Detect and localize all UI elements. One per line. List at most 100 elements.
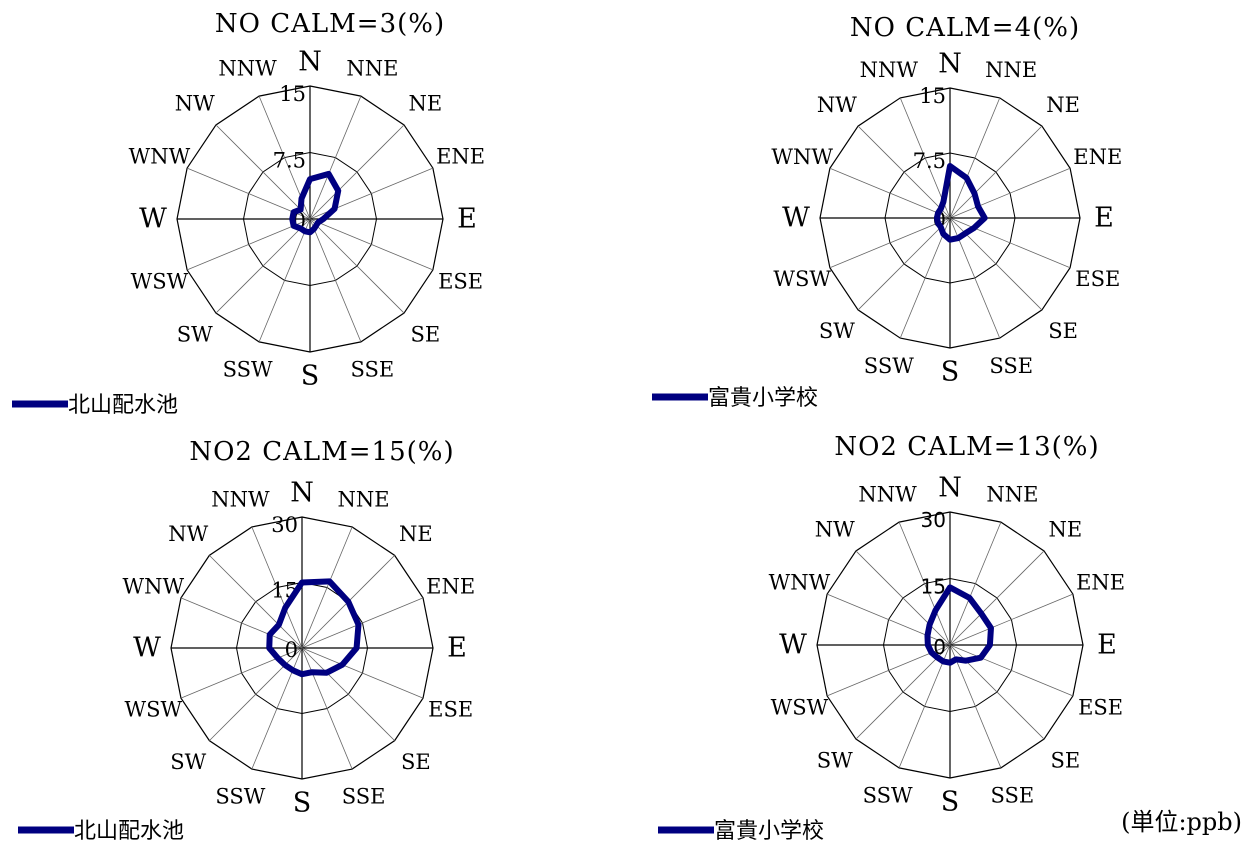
tick-label-15: 15: [921, 575, 946, 599]
direction-label-e: E: [447, 633, 467, 664]
direction-label-sse: SSE: [351, 358, 395, 382]
direction-label-ene: ENE: [1073, 145, 1122, 169]
direction-label-ne: NE: [399, 522, 433, 546]
direction-label-ssw: SSW: [863, 784, 913, 808]
spoke-nnw: [251, 526, 303, 649]
direction-label-ssw: SSW: [223, 358, 273, 382]
direction-label-wnw: WNW: [123, 574, 185, 598]
direction-label-ne: NE: [1048, 518, 1082, 542]
direction-label-s: S: [941, 357, 960, 388]
direction-label-n: N: [290, 478, 314, 509]
wind-rose-chart-3: NO2 CALM=15(%) N NNE NE ENE E ESE SE SSE S SSW SW WS…: [18, 437, 475, 844]
tick-label-15: 15: [279, 82, 306, 106]
direction-label-nnw: NNW: [211, 487, 270, 511]
direction-label-nnw: NNW: [860, 58, 919, 82]
direction-label-w: W: [139, 204, 167, 235]
direction-label-nne: NNE: [986, 482, 1038, 506]
direction-label-n: N: [938, 473, 962, 504]
direction-label-nne: NNE: [338, 487, 390, 511]
wind-rose-chart-1: NO CALM=3(%) N NNE NE ENE E ESE SE SSE S SSW SW WSW W…: [12, 9, 485, 418]
chart-title: NO CALM=4(%): [850, 13, 1080, 43]
chart-title: NO2 CALM=15(%): [189, 437, 454, 467]
direction-label-se: SE: [410, 322, 440, 346]
direction-label-s: S: [941, 787, 960, 818]
spoke-ene: [949, 167, 1071, 219]
spoke-ese: [949, 217, 1071, 269]
direction-label-e: E: [1097, 630, 1117, 661]
direction-label-ene: ENE: [1076, 571, 1125, 595]
tick-label-30: 30: [921, 508, 946, 532]
legend-label: 富貴小学校: [708, 386, 818, 411]
spoke-wsw: [186, 218, 311, 271]
spoke-sw: [215, 218, 311, 314]
direction-label-n: N: [938, 49, 962, 80]
series-line: [266, 578, 362, 678]
spoke-nne: [309, 95, 362, 220]
spoke-ne: [949, 125, 1043, 219]
direction-label-ese: ESE: [438, 269, 483, 293]
direction-label-w: W: [133, 633, 161, 664]
direction-label-se: SE: [401, 750, 431, 774]
spoke-sw: [857, 217, 951, 311]
series-line: [289, 170, 342, 236]
direction-label-s: S: [301, 361, 320, 392]
spoke-nne: [949, 521, 1002, 646]
direction-label-sw: SW: [177, 322, 213, 346]
direction-label-w: W: [779, 630, 807, 661]
spoke-ssw: [258, 218, 311, 343]
tick-label-0: 0: [285, 638, 298, 662]
direction-label-ne: NE: [408, 92, 442, 116]
direction-label-ese: ESE: [1078, 695, 1123, 719]
wind-rose-chart-2: NO CALM=4(%) N NNE NE ENE E ESE SE SSE S SSW SW WSW W…: [652, 13, 1122, 411]
chart-title: NO2 CALM=13(%): [834, 432, 1099, 462]
spoke-wsw: [180, 647, 303, 699]
legend: 北山配水池: [18, 819, 184, 844]
direction-label-sw: SW: [819, 319, 855, 343]
direction-label-sse: SSE: [342, 785, 386, 809]
direction-label-ssw: SSW: [864, 354, 914, 378]
direction-label-wsw: WSW: [773, 267, 831, 291]
spoke-ene: [301, 597, 424, 649]
direction-label-nnw: NNW: [858, 482, 917, 506]
spoke-nw: [215, 124, 311, 220]
direction-label-ene: ENE: [426, 574, 475, 598]
spoke-ene: [949, 593, 1074, 646]
series-line: [934, 163, 988, 243]
direction-label-w: W: [782, 203, 810, 234]
direction-label-nne: NNE: [346, 56, 398, 80]
spoke-ese: [949, 644, 1074, 697]
spoke-wnw: [180, 597, 303, 649]
spoke-ese: [301, 647, 424, 699]
direction-label-e: E: [457, 204, 477, 235]
chart-title: NO CALM=3(%): [215, 9, 445, 39]
spoke-sse: [309, 218, 362, 343]
direction-label-sse: SSE: [989, 354, 1033, 378]
spoke-ssw: [898, 644, 951, 769]
series-line: [924, 584, 994, 666]
legend: 富貴小学校: [658, 819, 824, 844]
direction-label-n: N: [298, 47, 322, 78]
direction-label-nne: NNE: [985, 58, 1037, 82]
spoke-nne: [301, 526, 353, 649]
direction-label-nnw: NNW: [218, 56, 277, 80]
spoke-ssw: [251, 647, 303, 770]
spoke-sse: [949, 644, 1002, 769]
tick-label-15: 15: [919, 84, 946, 108]
wind-rose-chart-4: NO2 CALM=13(%) N NNE NE ENE E ESE SE SSE S SSW SW WS…: [658, 432, 1125, 844]
legend-label: 北山配水池: [68, 393, 178, 418]
direction-label-nw: NW: [817, 93, 857, 117]
spoke-nnw: [898, 521, 951, 646]
direction-label-wsw: WSW: [125, 698, 183, 722]
direction-label-wnw: WNW: [769, 571, 831, 595]
unit-label: (単位:ppb): [1121, 808, 1242, 836]
spoke-ese: [309, 218, 434, 271]
direction-label-ese: ESE: [428, 698, 473, 722]
spoke-nw: [209, 555, 303, 649]
spoke-nne: [949, 97, 1001, 219]
direction-label-wsw: WSW: [131, 269, 189, 293]
direction-label-e: E: [1094, 203, 1114, 234]
direction-label-sse: SSE: [991, 784, 1035, 808]
direction-label-se: SE: [1050, 748, 1080, 772]
spoke-sse: [301, 647, 353, 770]
